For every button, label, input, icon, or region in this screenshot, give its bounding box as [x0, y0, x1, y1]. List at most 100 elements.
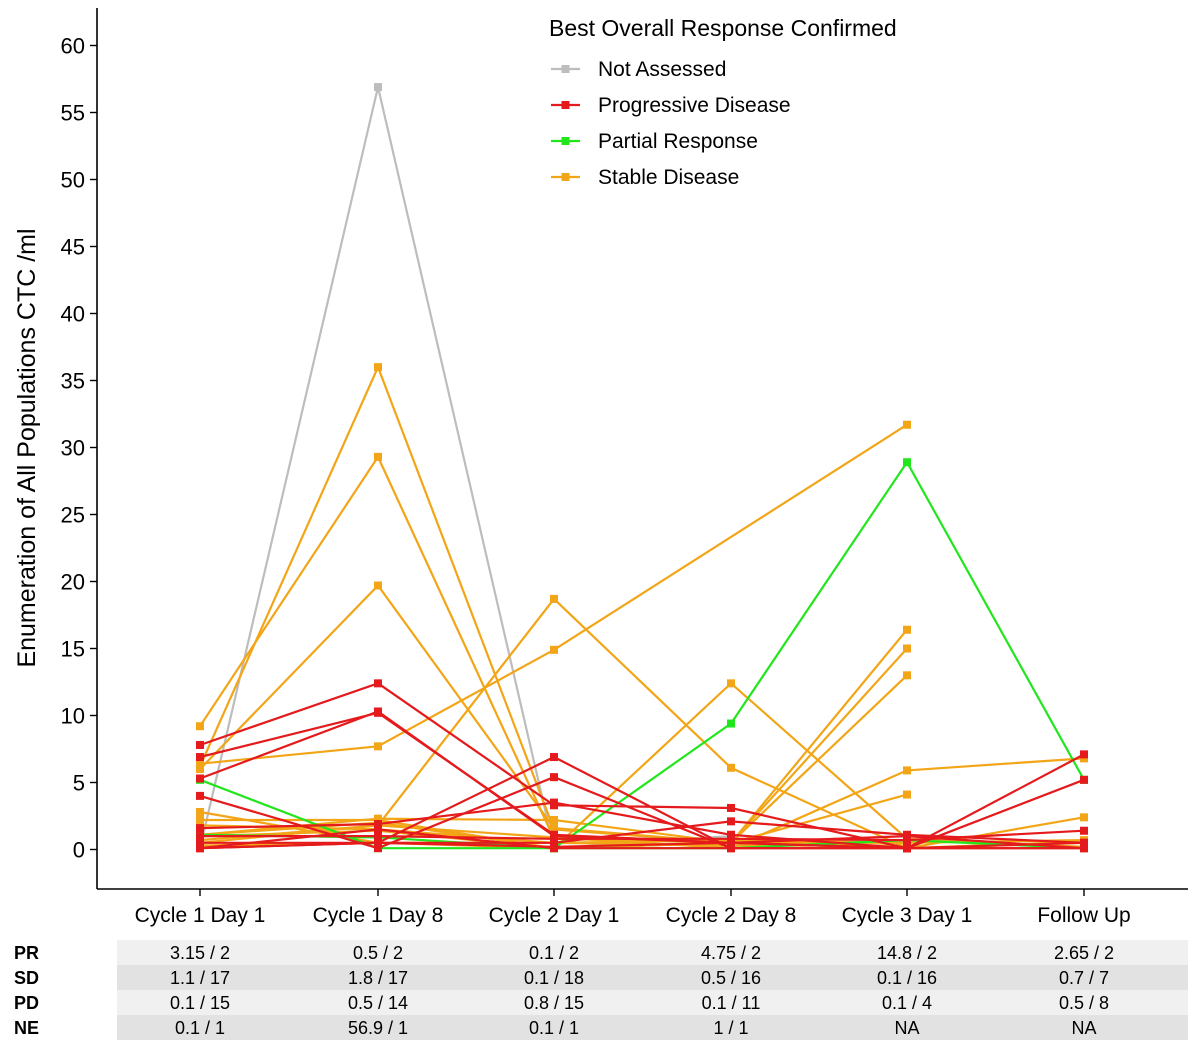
- legend: Best Overall Response Confirmed Not Asse…: [549, 15, 897, 189]
- data-point-marker: [550, 753, 558, 762]
- series-partial-response: [196, 458, 1088, 853]
- table-cell: 0.1 / 1: [529, 1018, 579, 1038]
- legend-key-marker: [561, 173, 570, 181]
- data-point-marker: [550, 594, 558, 603]
- y-tick-label: 50: [61, 168, 85, 193]
- table-row-label: PD: [14, 993, 39, 1013]
- data-point-marker: [903, 458, 911, 467]
- data-point-marker: [550, 816, 558, 825]
- data-point-marker: [550, 645, 558, 654]
- data-point-marker: [903, 420, 911, 429]
- data-point-marker: [196, 791, 204, 800]
- y-tick-label: 30: [61, 436, 85, 461]
- data-point-marker: [550, 824, 558, 833]
- y-tick-label: 5: [73, 771, 85, 796]
- data-point-marker: [196, 844, 204, 853]
- data-point-marker: [374, 581, 382, 590]
- table-cell: NA: [1071, 1018, 1096, 1038]
- data-point-marker: [727, 803, 735, 812]
- legend-title: Best Overall Response Confirmed: [549, 15, 897, 41]
- table-cell: 56.9 / 1: [348, 1018, 408, 1038]
- data-point-marker: [1080, 826, 1088, 835]
- data-point-marker: [550, 773, 558, 782]
- summary-table: PR 3.15 / 2 0.5 / 2 0.1 / 2 4.75 / 2 14.8 / 2…: [14, 943, 1114, 1038]
- legend-key-marker: [561, 101, 570, 109]
- data-point-marker: [727, 817, 735, 826]
- y-tick-label: 60: [61, 34, 85, 59]
- data-point-marker: [196, 740, 204, 749]
- x-tick-label: Cycle 3 Day 1: [842, 904, 973, 927]
- series-stable-disease: [196, 420, 911, 768]
- data-point-marker: [903, 625, 911, 634]
- table-cell: 2.65 / 2: [1054, 943, 1114, 963]
- series-progressive-disease: [196, 825, 735, 853]
- data-point-marker: [727, 834, 735, 843]
- y-tick-label: 35: [61, 369, 85, 394]
- y-axis-label: Enumeration of All Populations CTC /ml: [13, 228, 41, 667]
- data-point-marker: [374, 814, 382, 823]
- axes-layer: 0 5 10 15 20 25 30 35 40 45 50 55 60 Cycle 1 Day 1 Cyc…: [61, 8, 1188, 927]
- series-line: [198, 86, 732, 850]
- data-point-marker: [196, 753, 204, 762]
- summary-table-background: [117, 940, 1188, 1040]
- y-tick-label: 45: [61, 235, 85, 260]
- data-point-marker: [374, 363, 382, 372]
- data-point-marker: [1080, 775, 1088, 784]
- table-cell: 4.75 / 2: [701, 943, 761, 963]
- y-tick-label: 15: [61, 637, 85, 662]
- data-point-marker: [550, 834, 558, 843]
- table-cell: 0.7 / 7: [1059, 968, 1109, 988]
- data-point-marker: [196, 816, 204, 825]
- data-point-marker: [727, 838, 735, 847]
- table-cell: 0.1 / 16: [877, 968, 937, 988]
- x-tick-label: Cycle 1 Day 1: [135, 904, 266, 927]
- table-row-label: SD: [14, 968, 39, 988]
- legend-label: Progressive Disease: [598, 94, 791, 117]
- data-point-marker: [1080, 813, 1088, 822]
- data-point-marker: [727, 830, 735, 839]
- data-point-marker: [196, 807, 204, 816]
- data-point-marker: [903, 790, 911, 799]
- data-point-marker: [196, 774, 204, 783]
- data-point-marker: [374, 83, 382, 92]
- table-row-background: [117, 965, 1188, 990]
- data-point-marker: [374, 820, 382, 829]
- data-point-marker: [374, 707, 382, 716]
- table-cell: NA: [894, 1018, 919, 1038]
- legend-label: Not Assessed: [598, 58, 726, 81]
- data-point-marker: [550, 798, 558, 807]
- table-cell: 1.1 / 17: [170, 968, 230, 988]
- legend-key-marker: [561, 137, 570, 145]
- series-line: [199, 583, 1085, 850]
- data-point-marker: [903, 766, 911, 775]
- data-point-marker: [196, 759, 204, 768]
- table-cell: 0.1 / 18: [524, 968, 584, 988]
- table-cell: 0.1 / 4: [882, 993, 932, 1013]
- table-cell: 0.8 / 15: [524, 993, 584, 1013]
- data-point-marker: [374, 679, 382, 688]
- legend-key-marker: [561, 65, 570, 73]
- data-point-marker: [196, 722, 204, 731]
- data-point-marker: [903, 671, 911, 680]
- data-point-marker: [1080, 838, 1088, 847]
- data-point-marker: [727, 844, 735, 853]
- x-tick-label: Follow Up: [1037, 904, 1130, 927]
- table-cell: 0.1 / 15: [170, 993, 230, 1013]
- series-line: [199, 834, 1085, 850]
- data-point-marker: [727, 719, 735, 728]
- data-point-marker: [550, 838, 558, 847]
- table-row-background: [117, 940, 1188, 965]
- table-cell: 3.15 / 2: [170, 943, 230, 963]
- data-point-marker: [196, 824, 204, 833]
- data-point-marker: [196, 832, 204, 841]
- table-cell: 0.5 / 2: [353, 943, 403, 963]
- data-point-marker: [374, 844, 382, 853]
- series-stable-disease: [196, 452, 1088, 847]
- data-point-marker: [374, 742, 382, 751]
- series-line: [199, 423, 908, 765]
- data-point-marker: [374, 838, 382, 847]
- y-tick-label: 20: [61, 570, 85, 595]
- data-point-marker: [196, 765, 204, 774]
- y-tick-label: 25: [61, 503, 85, 528]
